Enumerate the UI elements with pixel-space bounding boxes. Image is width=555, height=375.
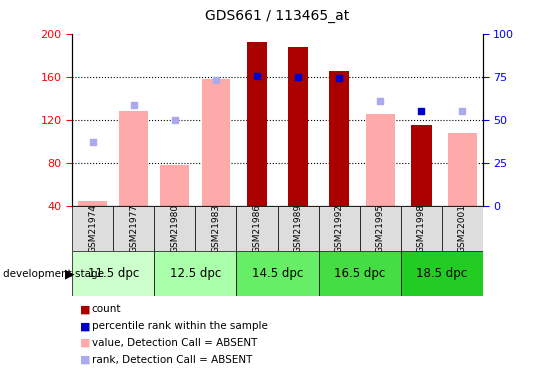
- Text: GSM21998: GSM21998: [417, 204, 426, 254]
- Bar: [448, 133, 477, 206]
- Bar: [154, 206, 195, 251]
- Text: ▶: ▶: [64, 267, 74, 280]
- Point: [88, 139, 97, 145]
- Bar: [236, 251, 319, 296]
- Point: [417, 108, 426, 114]
- Text: percentile rank within the sample: percentile rank within the sample: [92, 321, 268, 331]
- Bar: [154, 251, 236, 296]
- Text: GSM21983: GSM21983: [211, 204, 220, 254]
- Bar: [401, 206, 442, 251]
- Text: 11.5 dpc: 11.5 dpc: [88, 267, 139, 280]
- Bar: [78, 201, 107, 206]
- Bar: [278, 206, 319, 251]
- Bar: [329, 72, 350, 206]
- Text: GSM21977: GSM21977: [129, 204, 138, 254]
- Point: [129, 102, 138, 108]
- Text: value, Detection Call = ABSENT: value, Detection Call = ABSENT: [92, 338, 257, 348]
- Point: [170, 117, 179, 123]
- Bar: [72, 206, 113, 251]
- Bar: [236, 206, 278, 251]
- Bar: [401, 251, 483, 296]
- Text: 12.5 dpc: 12.5 dpc: [170, 267, 221, 280]
- Bar: [411, 125, 432, 206]
- Text: ■: ■: [80, 304, 91, 314]
- Bar: [119, 111, 148, 206]
- Bar: [319, 251, 401, 296]
- Text: GSM21974: GSM21974: [88, 204, 97, 253]
- Bar: [201, 79, 230, 206]
- Text: GSM21989: GSM21989: [294, 204, 302, 254]
- Point: [376, 98, 385, 104]
- Bar: [442, 206, 483, 251]
- Text: GSM22001: GSM22001: [458, 204, 467, 253]
- Point: [335, 75, 344, 81]
- Text: 18.5 dpc: 18.5 dpc: [416, 267, 467, 280]
- Text: count: count: [92, 304, 121, 314]
- Text: ■: ■: [80, 321, 91, 331]
- Bar: [113, 206, 154, 251]
- Text: GSM21980: GSM21980: [170, 204, 179, 254]
- Point: [458, 108, 467, 114]
- Text: GSM21992: GSM21992: [335, 204, 344, 253]
- Bar: [288, 47, 309, 206]
- Text: 14.5 dpc: 14.5 dpc: [252, 267, 303, 280]
- Point: [211, 77, 220, 83]
- Bar: [366, 114, 395, 206]
- Text: GSM21986: GSM21986: [253, 204, 261, 254]
- Text: rank, Detection Call = ABSENT: rank, Detection Call = ABSENT: [92, 355, 252, 365]
- Text: ■: ■: [80, 338, 91, 348]
- Text: GDS661 / 113465_at: GDS661 / 113465_at: [205, 9, 350, 23]
- Bar: [360, 206, 401, 251]
- Text: ■: ■: [80, 355, 91, 365]
- Point: [294, 74, 302, 80]
- Text: GSM21995: GSM21995: [376, 204, 385, 254]
- Bar: [247, 42, 268, 206]
- Text: 16.5 dpc: 16.5 dpc: [334, 267, 385, 280]
- Bar: [195, 206, 236, 251]
- Bar: [160, 165, 189, 206]
- Bar: [319, 206, 360, 251]
- Text: development stage: development stage: [3, 269, 104, 279]
- Point: [253, 73, 261, 79]
- Bar: [72, 251, 154, 296]
